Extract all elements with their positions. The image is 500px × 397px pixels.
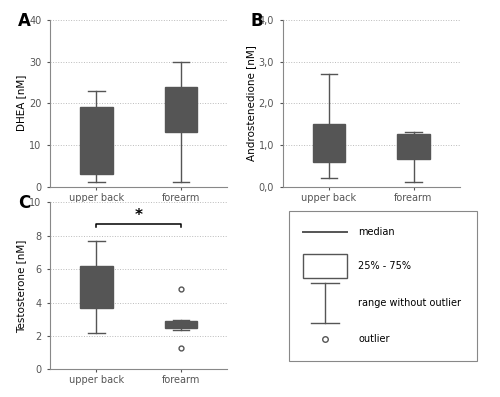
Text: A: A [18, 12, 31, 29]
Text: C: C [18, 194, 30, 212]
PathPatch shape [313, 124, 345, 162]
PathPatch shape [165, 87, 197, 133]
Text: outlier: outlier [358, 334, 390, 344]
Text: range without outlier: range without outlier [358, 297, 462, 308]
Text: B: B [250, 12, 263, 29]
FancyBboxPatch shape [302, 254, 346, 278]
PathPatch shape [398, 135, 430, 160]
Text: 25% - 75%: 25% - 75% [358, 261, 412, 271]
PathPatch shape [165, 321, 197, 328]
Text: *: * [135, 208, 143, 223]
PathPatch shape [80, 266, 112, 308]
PathPatch shape [80, 108, 112, 174]
Y-axis label: Androstenedione [nM]: Androstenedione [nM] [246, 45, 256, 161]
Text: median: median [358, 227, 395, 237]
Y-axis label: Testosterone [nM]: Testosterone [nM] [16, 239, 26, 333]
Y-axis label: DHEA [nM]: DHEA [nM] [16, 75, 26, 131]
